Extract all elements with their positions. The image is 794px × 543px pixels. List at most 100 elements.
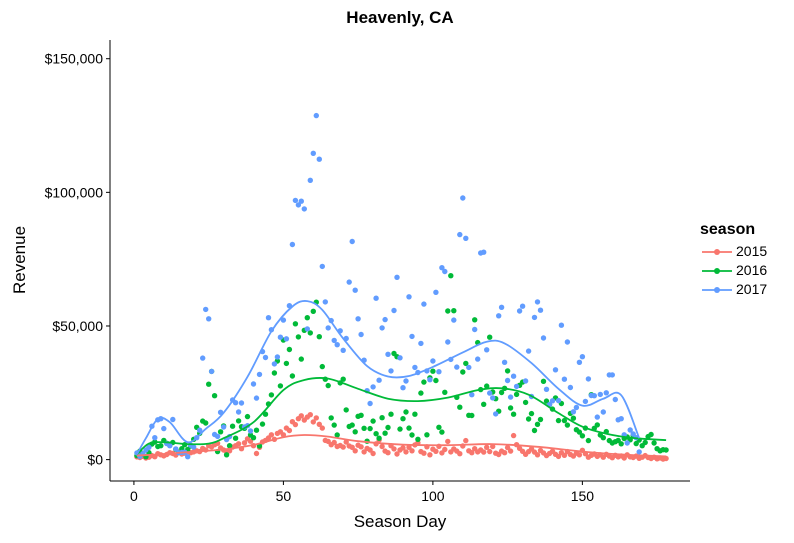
data-point [498,304,505,310]
data-point [373,295,379,301]
data-point [510,373,517,379]
data-point [513,383,520,390]
legend-key-2017 [702,287,732,293]
data-point [334,342,340,348]
data-point [373,431,379,437]
data-point [295,334,302,340]
data-point [262,354,269,361]
data-point [472,317,478,323]
data-point [292,421,299,428]
data-point [241,440,248,446]
data-point [457,231,463,238]
data-point [211,393,218,399]
data-point [436,424,442,430]
data-point [552,367,559,373]
y-axis-label: Revenue [10,225,29,295]
data-point [430,368,436,374]
data-point [203,420,209,426]
data-point [304,315,310,321]
data-point [200,355,206,361]
data-point [361,449,367,455]
x-axis: 0 50 100 150 [110,480,690,504]
data-point [206,381,212,387]
data-point [555,397,562,404]
data-point [295,202,302,208]
data-point [385,351,391,357]
data-point [235,409,242,415]
data-point [265,315,272,321]
data-point [223,452,230,458]
data-point [394,274,400,280]
data-point [585,437,592,444]
data-point [448,273,454,279]
data-point [247,438,254,444]
data-point [289,241,296,248]
legend-item-2016: 2016 [700,261,792,280]
data-point [316,334,322,340]
data-point [206,316,212,322]
data-point [585,376,592,382]
data-point [379,325,385,331]
data-point [504,444,511,451]
data-point [418,390,424,396]
data-point [208,368,215,375]
data-point [481,249,487,255]
series-points-2016 [134,273,669,460]
data-point [232,400,239,406]
data-point [313,112,319,119]
data-point [573,404,580,411]
data-point [555,453,562,460]
data-point [445,339,451,345]
data-point [570,409,577,415]
data-point [191,444,197,450]
data-point [418,340,424,347]
data-point [235,418,242,424]
data-point [540,335,547,341]
data-point [531,427,538,434]
data-point [376,377,382,383]
data-point [451,308,457,314]
data-point [349,238,355,245]
data-point [537,307,544,313]
data-point [412,411,418,417]
data-point [268,392,275,398]
data-point [316,156,322,162]
data-point [597,391,603,398]
data-point [170,416,176,423]
data-point [561,376,568,382]
data-point [340,444,346,450]
data-point [433,448,439,454]
data-point [484,347,490,353]
data-point [352,287,358,293]
data-point [409,333,415,340]
data-point [346,279,352,285]
data-point [534,452,541,458]
data-point [301,206,307,212]
data-point [609,372,615,378]
data-point [238,400,245,406]
legend-item-2015: 2015 [700,242,792,261]
data-point [185,454,191,460]
data-point [507,448,514,454]
data-point [286,346,293,353]
data-point [522,378,529,384]
data-point [322,299,328,305]
data-point [253,450,260,457]
data-point [232,435,239,441]
x-tick-label: 50 [276,488,292,504]
data-point [618,416,624,422]
data-point [496,313,502,319]
data-point [469,450,475,456]
legend-key-2016 [702,268,732,274]
data-point [579,354,586,360]
data-point [498,389,505,396]
data-point [612,396,618,403]
data-point [618,441,624,447]
data-point [161,425,167,432]
data-point [442,268,448,275]
data-point [454,364,460,370]
data-point [310,150,316,156]
legend-item-2017: 2017 [700,280,792,299]
data-point [427,377,433,383]
data-point [519,303,526,309]
